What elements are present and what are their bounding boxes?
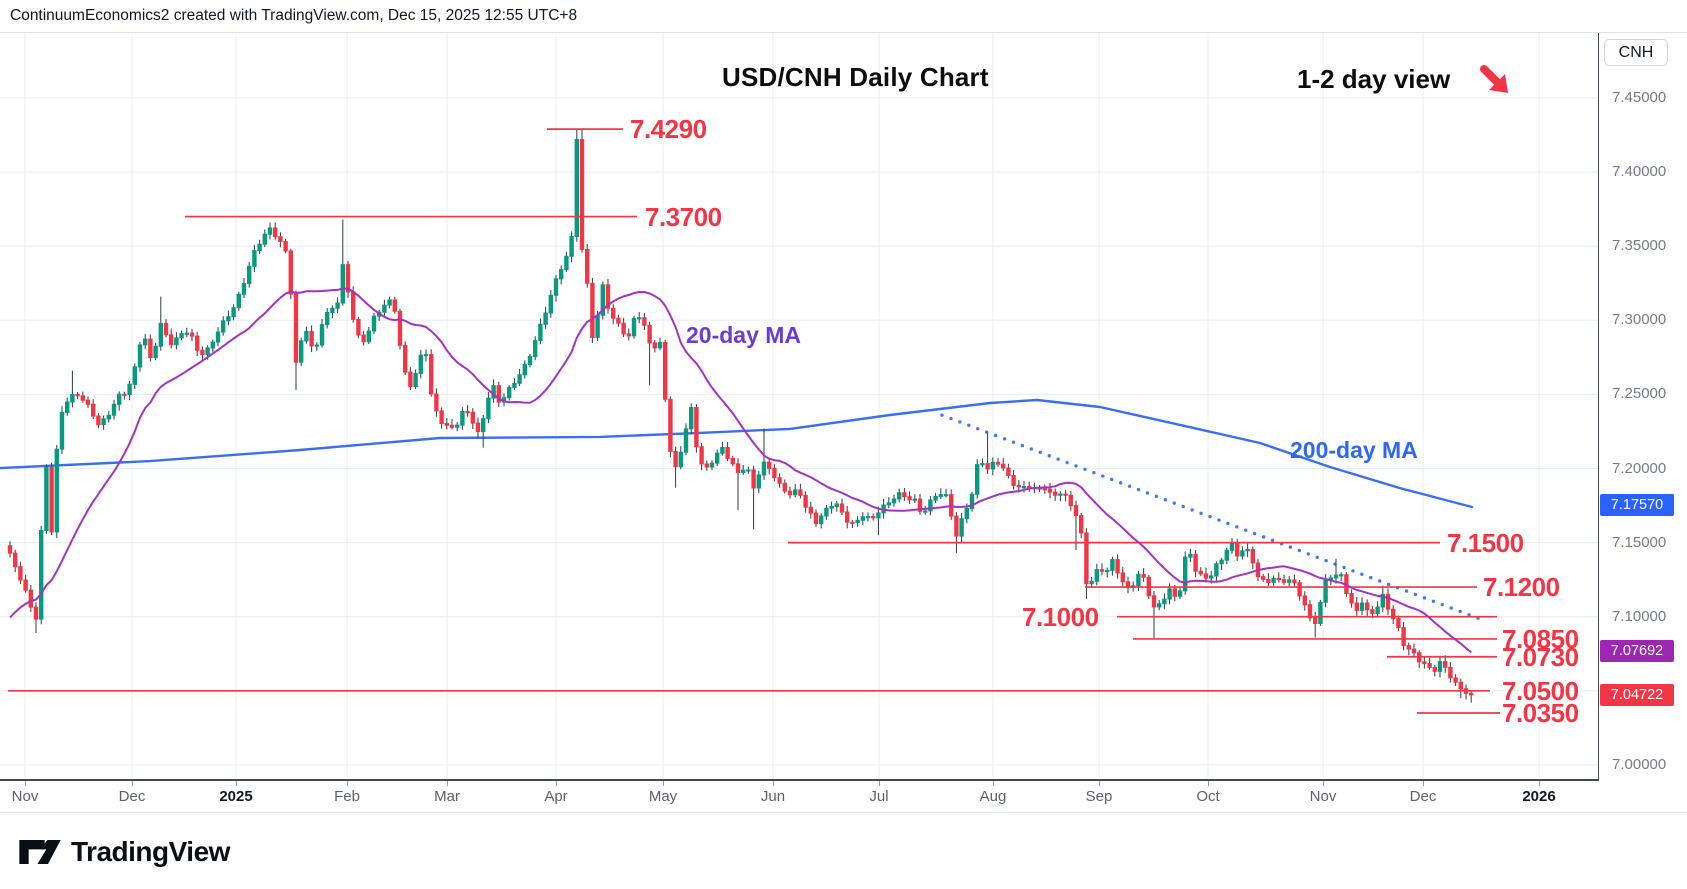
level-price-label: 7.0350 xyxy=(1502,698,1579,729)
ma20-line xyxy=(9,287,1472,654)
time-tick xyxy=(773,781,774,786)
view-horizon-label: 1-2 day view xyxy=(1297,64,1451,94)
time-axis-label: 2025 xyxy=(219,788,253,805)
price-tick-label: 7.30000 xyxy=(1612,311,1667,329)
candlestick-series xyxy=(7,129,1474,703)
level-price-label: 7.1500 xyxy=(1447,527,1524,558)
time-axis-label: 2026 xyxy=(1522,788,1556,805)
time-tick xyxy=(1323,781,1324,786)
price-tick-label: 7.20000 xyxy=(1612,459,1667,477)
ma200-line xyxy=(0,398,1474,509)
time-axis-label: Dec xyxy=(118,788,146,805)
time-axis-label: Feb xyxy=(334,788,360,805)
time-axis-label: Jul xyxy=(869,788,889,805)
chart-title: USD/CNH Daily Chart xyxy=(722,62,989,92)
time-axis-label: Aug xyxy=(979,788,1007,805)
time-tick xyxy=(879,781,880,786)
time-tick xyxy=(236,781,237,786)
time-tick xyxy=(663,781,664,786)
downtrend-dotted-line xyxy=(940,413,1480,620)
ma200-series-label: 200-day MA xyxy=(1290,437,1418,463)
price-tick-label: 7.40000 xyxy=(1612,163,1667,181)
last-value-badge: 7.17570 xyxy=(1600,493,1674,516)
price-tick-label: 7.45000 xyxy=(1612,89,1667,106)
time-tick xyxy=(556,781,557,786)
time-axis-label: Apr xyxy=(544,788,568,805)
time-axis-label: Oct xyxy=(1196,788,1220,805)
price-tick-label: 7.15000 xyxy=(1612,533,1667,551)
level-price-label: 7.3700 xyxy=(645,201,722,232)
time-axis-label: Dec xyxy=(1409,788,1437,805)
time-axis-label: May xyxy=(648,788,678,805)
time-tick xyxy=(1423,781,1424,786)
tradingview-logo-icon xyxy=(19,840,61,864)
time-tick xyxy=(132,781,133,786)
candlestick-chart-canvas[interactable] xyxy=(0,33,1598,779)
time-axis[interactable]: Nov Dec 2025 Feb Mar Apr May Jun Jul Aug Sep Oct Nov… xyxy=(0,779,1687,813)
time-tick xyxy=(347,781,348,786)
level-price-label: 7.0730 xyxy=(1502,641,1579,672)
tradingview-logo-text: TradingView xyxy=(71,836,230,867)
chart-plot-area[interactable] xyxy=(0,33,1598,779)
time-tick xyxy=(25,781,26,786)
level-price-label: 7.1000 xyxy=(1022,601,1099,632)
last-value-badge: 7.04722 xyxy=(1600,683,1674,706)
time-tick xyxy=(1539,781,1540,786)
tradingview-watermark: TradingView xyxy=(18,832,230,872)
last-value-badge: 7.07692 xyxy=(1600,639,1674,662)
time-tick xyxy=(1099,781,1100,786)
level-price-label: 7.4290 xyxy=(630,114,707,145)
price-axis[interactable]: 7.45000 7.40000 7.35000 7.30000 7.25000 7.200… xyxy=(1598,33,1687,779)
down-right-arrow-icon xyxy=(1480,65,1508,93)
time-tick xyxy=(993,781,994,786)
time-axis-label: Mar xyxy=(434,788,460,805)
price-tick-label: 7.25000 xyxy=(1612,385,1667,403)
price-tick-label: 7.35000 xyxy=(1612,237,1667,255)
ma20-series-label: 20-day MA xyxy=(686,322,802,348)
level-price-label: 7.0850 xyxy=(1502,623,1579,654)
level-price-label: 7.1200 xyxy=(1483,572,1560,603)
symbol-badge: CNH xyxy=(1604,39,1668,66)
time-tick xyxy=(447,781,448,786)
price-tick-label: 7.00000 xyxy=(1612,755,1667,773)
time-axis-label: Nov xyxy=(1309,788,1337,805)
attribution-text: ContinuumEconomics2 created with Trading… xyxy=(10,7,578,24)
time-axis-label: Nov xyxy=(11,788,39,805)
time-axis-label: Sep xyxy=(1085,788,1113,805)
time-tick xyxy=(1208,781,1209,786)
time-axis-label: Jun xyxy=(760,788,786,805)
header-bar: ContinuumEconomics2 created with Trading… xyxy=(0,0,1687,33)
time-axis-line xyxy=(0,779,1599,781)
price-tick-label: 7.10000 xyxy=(1612,607,1667,625)
level-price-label: 7.0500 xyxy=(1502,675,1579,706)
